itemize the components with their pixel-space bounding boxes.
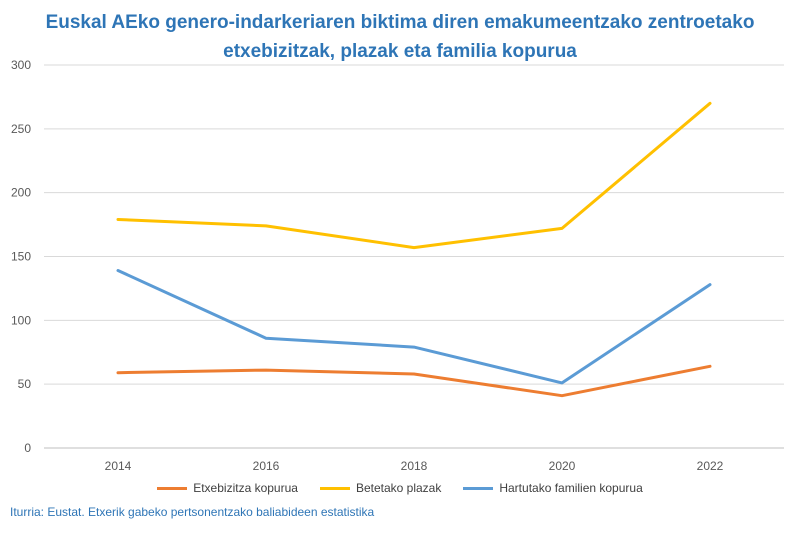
x-tick-label: 2014 — [105, 459, 132, 473]
legend-swatch-familiak — [463, 486, 494, 490]
legend-swatch-plazak — [319, 486, 350, 490]
chart-title-line-1: Euskal AEko genero-indarkeriaren biktima… — [45, 12, 755, 33]
y-tick-label: 250 — [11, 122, 31, 136]
series-lines — [116, 101, 712, 398]
chart-title: Euskal AEko genero-indarkeriaren biktima… — [0, 8, 800, 66]
legend: Etxebizitza kopurua Betetako plazak Hart… — [0, 481, 800, 495]
legend-label-familiak: Hartutako familien kopurua — [499, 481, 643, 495]
y-tick-label: 100 — [11, 313, 31, 327]
legend-label-plazak: Betetako plazak — [355, 481, 442, 495]
y-tick-label: 0 — [24, 441, 31, 455]
series-line-etxebizitza — [116, 364, 712, 398]
legend-item-plazak: Betetako plazak — [319, 481, 442, 495]
legend-item-etxebizitza: Etxebizitza kopurua — [157, 481, 298, 495]
x-tick-label: 2020 — [549, 459, 576, 473]
x-tick-label: 2022 — [697, 459, 724, 473]
y-tick-label: 200 — [11, 186, 31, 200]
y-axis-tick-labels: 0 50 100 150 200 250 300 — [11, 58, 31, 455]
gridlines — [44, 64, 784, 449]
legend-swatch-etxebizitza — [157, 486, 188, 490]
legend-item-familiak: Hartutako familien kopurua — [463, 481, 643, 495]
x-tick-label: 2018 — [401, 459, 428, 473]
series-line-plazak — [116, 101, 712, 250]
x-axis-tick-labels: 2014 2016 2018 2020 2022 — [105, 459, 724, 473]
legend-label-etxebizitza: Etxebizitza kopurua — [193, 481, 298, 495]
y-tick-label: 300 — [11, 58, 31, 72]
y-tick-label: 50 — [18, 377, 32, 391]
y-tick-label: 150 — [11, 250, 31, 264]
source-note: Iturria: Eustat. Etxerik gabeko pertsone… — [10, 505, 375, 519]
x-tick-label: 2016 — [253, 459, 280, 473]
series-line-familiak — [116, 269, 712, 385]
chart-title-line-2: etxebizitzak, plazak eta familia kopurua — [223, 41, 577, 62]
